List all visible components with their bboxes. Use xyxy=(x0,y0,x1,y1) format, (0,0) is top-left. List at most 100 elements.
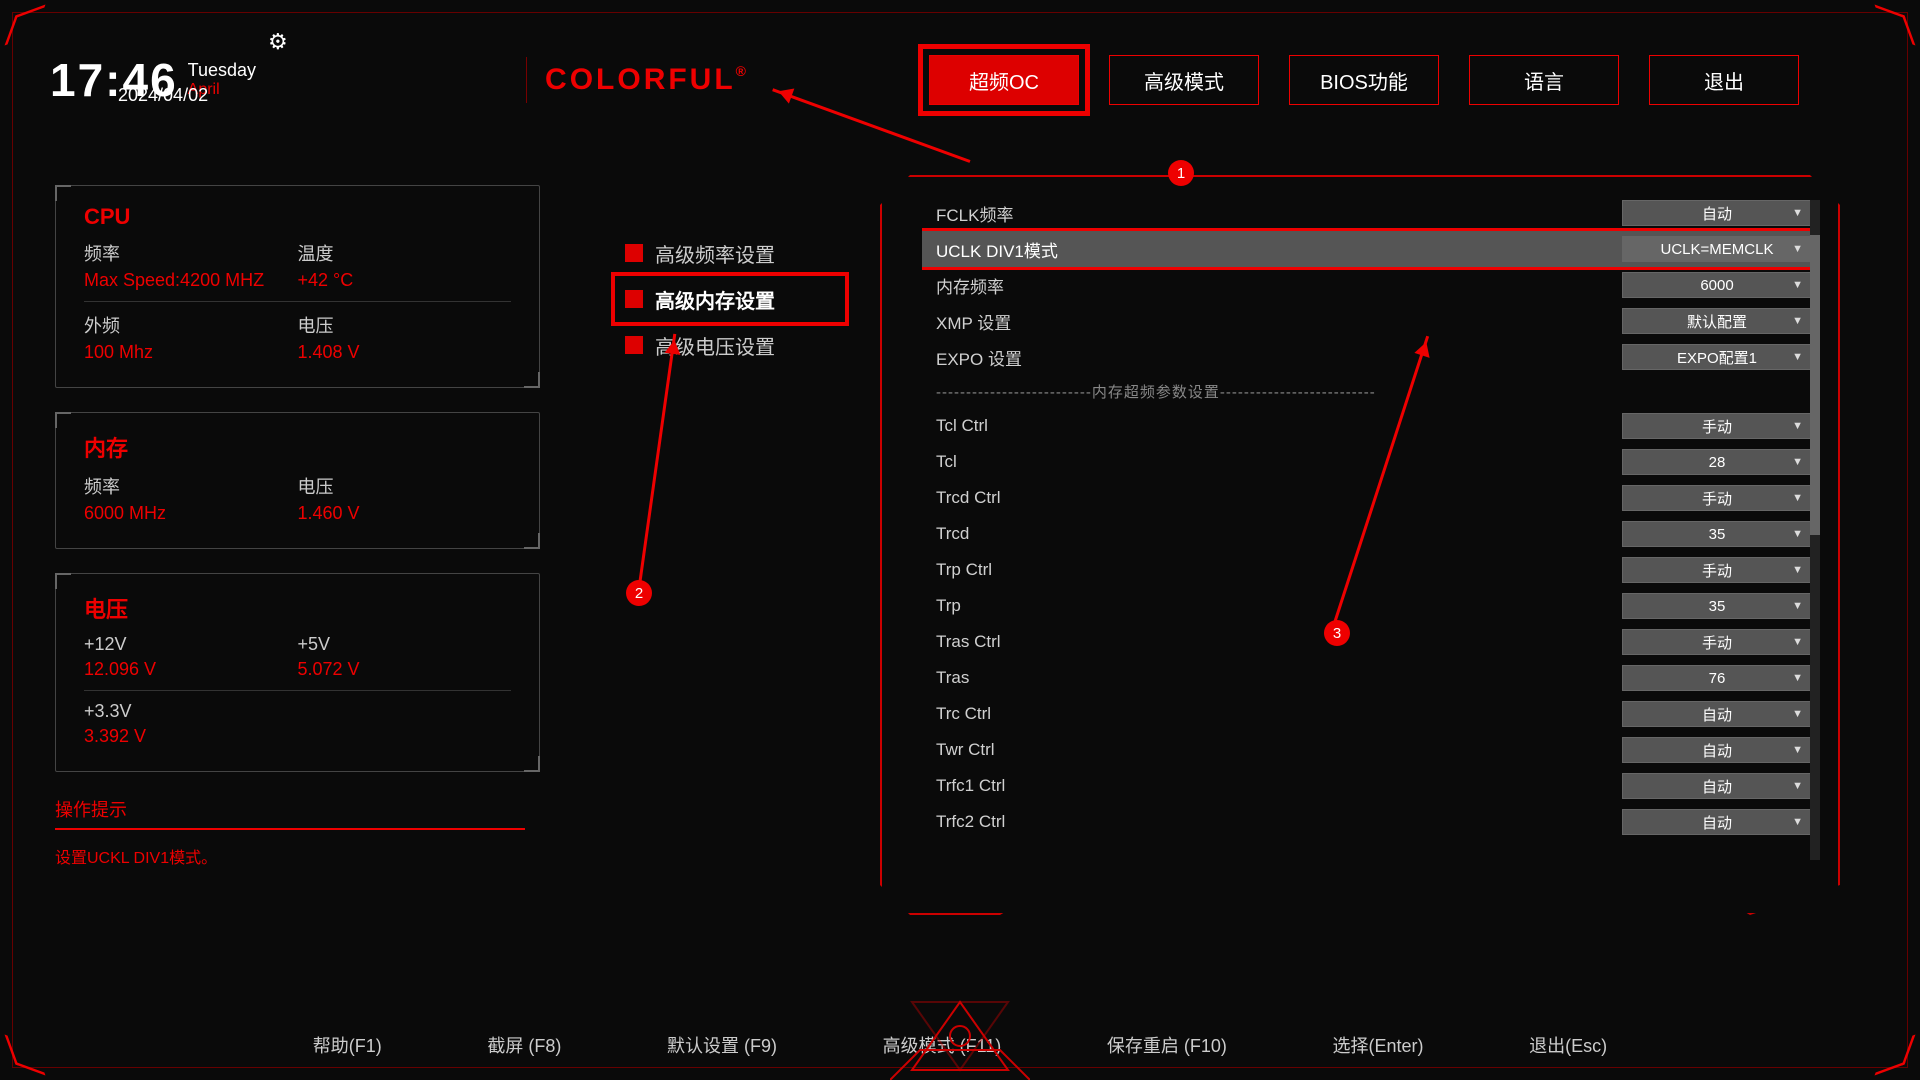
mem-freq-value: 6000 MHz xyxy=(84,503,298,524)
annotation-badge-1: 1 xyxy=(1168,160,1194,186)
bottom-emblem xyxy=(890,990,1030,1080)
setting-row[interactable]: XMP 设置默认配置 xyxy=(922,303,1820,339)
cpu-volt-label: 电压 xyxy=(298,312,512,338)
setting-label: Trp Ctrl xyxy=(936,560,992,580)
settings-section-divider: --------------------------内存超频参数设置------… xyxy=(922,375,1820,408)
footer-select[interactable]: 选择(Enter) xyxy=(1333,1032,1424,1058)
volt-title: 电压 xyxy=(84,592,511,624)
annotation-badge-2: 2 xyxy=(626,580,652,606)
setting-dropdown[interactable]: 自动 xyxy=(1622,737,1812,763)
tab-advanced[interactable]: 高级模式 xyxy=(1109,55,1259,105)
scrollbar-thumb[interactable] xyxy=(1810,235,1820,535)
footer-exit[interactable]: 退出(Esc) xyxy=(1529,1032,1607,1058)
mem-card: 内存 频率 电压 6000 MHz 1.460 V xyxy=(55,412,540,549)
setting-dropdown[interactable]: 76 xyxy=(1622,665,1812,691)
setting-row[interactable]: EXPO 设置 EXPO配置1 xyxy=(922,339,1820,375)
setting-label: 内存频率 xyxy=(936,273,1004,298)
volt-card: 电压 +12V +5V 12.096 V 5.072 V +3.3V 3.392… xyxy=(55,573,540,772)
cat-freq-label: 高级频率设置 xyxy=(655,239,775,268)
info-panel: CPU 频率 温度 Max Speed:4200 MHZ +42 °C 外频 电… xyxy=(55,185,540,868)
v33-label: +3.3V xyxy=(84,701,298,722)
setting-label: Trcd Ctrl xyxy=(936,488,1001,508)
header-divider xyxy=(526,57,527,103)
v5-label: +5V xyxy=(298,634,512,655)
square-icon xyxy=(625,336,643,354)
tab-exit[interactable]: 退出 xyxy=(1649,55,1799,105)
setting-dropdown[interactable]: 手动 xyxy=(1622,629,1812,655)
tab-bios[interactable]: BIOS功能 xyxy=(1289,55,1439,105)
setting-row[interactable]: Trp35 xyxy=(922,588,1820,624)
corner-tl xyxy=(5,5,46,46)
square-icon xyxy=(625,290,643,308)
mem-volt-value: 1.460 V xyxy=(298,503,512,524)
setting-row[interactable]: Trcd35 xyxy=(922,516,1820,552)
setting-label: Trfc1 Ctrl xyxy=(936,776,1005,796)
setting-label: Tcl xyxy=(936,452,957,472)
top-tabs: 超频OC 高级模式 BIOS功能 语言 退出 xyxy=(929,55,1799,105)
setting-dropdown[interactable]: 6000 xyxy=(1622,272,1812,298)
cpu-extfreq-label: 外频 xyxy=(84,312,298,338)
setting-row[interactable]: Tcl Ctrl 手动 xyxy=(922,408,1820,444)
setting-row[interactable]: Twr Ctrl 自动 xyxy=(922,732,1820,768)
setting-label: FCLK频率 xyxy=(936,201,1013,226)
cat-mem[interactable]: 高级内存设置 xyxy=(615,276,845,322)
setting-dropdown[interactable]: 默认配置 xyxy=(1622,308,1812,334)
v12-value: 12.096 V xyxy=(84,659,298,680)
v12-label: +12V xyxy=(84,634,298,655)
footer-help[interactable]: 帮助(F1) xyxy=(313,1032,382,1058)
footer-saveexit[interactable]: 保存重启 (F10) xyxy=(1107,1032,1227,1058)
setting-row[interactable]: Trp Ctrl 手动 xyxy=(922,552,1820,588)
setting-label: Tcl Ctrl xyxy=(936,416,988,436)
setting-dropdown[interactable]: 28 xyxy=(1622,449,1812,475)
settings-list: FCLK频率自动UCLK DIV1模式UCLK=MEMCLK内存频率6000XM… xyxy=(922,195,1820,873)
cpu-card: CPU 频率 温度 Max Speed:4200 MHZ +42 °C 外频 电… xyxy=(55,185,540,388)
setting-dropdown[interactable]: 35 xyxy=(1622,521,1812,547)
annotation-arrow-2 xyxy=(639,334,677,582)
setting-label: Tras Ctrl xyxy=(936,632,1001,652)
footer-screenshot[interactable]: 截屏 (F8) xyxy=(487,1032,561,1058)
setting-row[interactable]: 内存频率 6000 xyxy=(922,267,1820,303)
setting-label: UCLK DIV1模式 xyxy=(936,237,1058,262)
setting-row[interactable]: Trfc1 Ctrl 自动 xyxy=(922,768,1820,804)
setting-label: Tras xyxy=(936,668,969,688)
cpu-freq-value: Max Speed:4200 MHZ xyxy=(84,270,298,291)
header: 17:46 ⚙ Tuesday April 2024/04/02 COLORFU… xyxy=(50,35,1870,125)
setting-label: Trfc2 Ctrl xyxy=(936,812,1005,832)
setting-label: EXPO 设置 xyxy=(936,345,1022,370)
tab-language[interactable]: 语言 xyxy=(1469,55,1619,105)
tab-oc[interactable]: 超频OC xyxy=(929,55,1079,105)
cpu-extfreq-value: 100 Mhz xyxy=(84,342,298,363)
cat-volt[interactable]: 高级电压设置 xyxy=(615,322,845,368)
setting-row[interactable]: Tras 76 xyxy=(922,660,1820,696)
setting-dropdown[interactable]: 自动 xyxy=(1622,701,1812,727)
setting-row[interactable]: UCLK DIV1模式 UCLK=MEMCLK xyxy=(922,231,1820,267)
setting-dropdown[interactable]: 手动 xyxy=(1622,413,1812,439)
setting-dropdown[interactable]: 35 xyxy=(1622,593,1812,619)
footer-defaults[interactable]: 默认设置 (F9) xyxy=(667,1032,777,1058)
cpu-temp-value: +42 °C xyxy=(298,270,512,291)
cat-freq[interactable]: 高级频率设置 xyxy=(615,230,845,276)
annotation-badge-3: 3 xyxy=(1324,620,1350,646)
setting-row[interactable]: Trfc2 Ctrl 自动 xyxy=(922,804,1820,840)
gear-icon[interactable]: ⚙ xyxy=(268,29,288,55)
setting-dropdown[interactable]: 自动 xyxy=(1622,200,1812,226)
setting-label: Twr Ctrl xyxy=(936,740,995,760)
setting-row[interactable]: Tras Ctrl 手动 xyxy=(922,624,1820,660)
setting-dropdown[interactable]: 手动 xyxy=(1622,485,1812,511)
date: 2024/04/02 xyxy=(118,85,208,106)
hint-divider xyxy=(55,828,525,830)
setting-dropdown[interactable]: 手动 xyxy=(1622,557,1812,583)
mem-freq-label: 频率 xyxy=(84,473,298,499)
setting-dropdown[interactable]: EXPO配置1 xyxy=(1622,344,1812,370)
hint-title: 操作提示 xyxy=(55,796,540,822)
setting-row[interactable]: Trc Ctrl自动 xyxy=(922,696,1820,732)
setting-dropdown[interactable]: UCLK=MEMCLK xyxy=(1622,236,1812,262)
scrollbar[interactable] xyxy=(1810,200,1820,860)
setting-row[interactable]: FCLK频率 自动 xyxy=(922,195,1820,231)
setting-dropdown[interactable]: 自动 xyxy=(1622,773,1812,799)
category-list: 高级频率设置 高级内存设置 高级电压设置 xyxy=(615,230,845,368)
setting-dropdown[interactable]: 自动 xyxy=(1622,809,1812,835)
setting-row[interactable]: Tcl 28 xyxy=(922,444,1820,480)
cpu-temp-label: 温度 xyxy=(298,240,512,266)
v5-value: 5.072 V xyxy=(298,659,512,680)
